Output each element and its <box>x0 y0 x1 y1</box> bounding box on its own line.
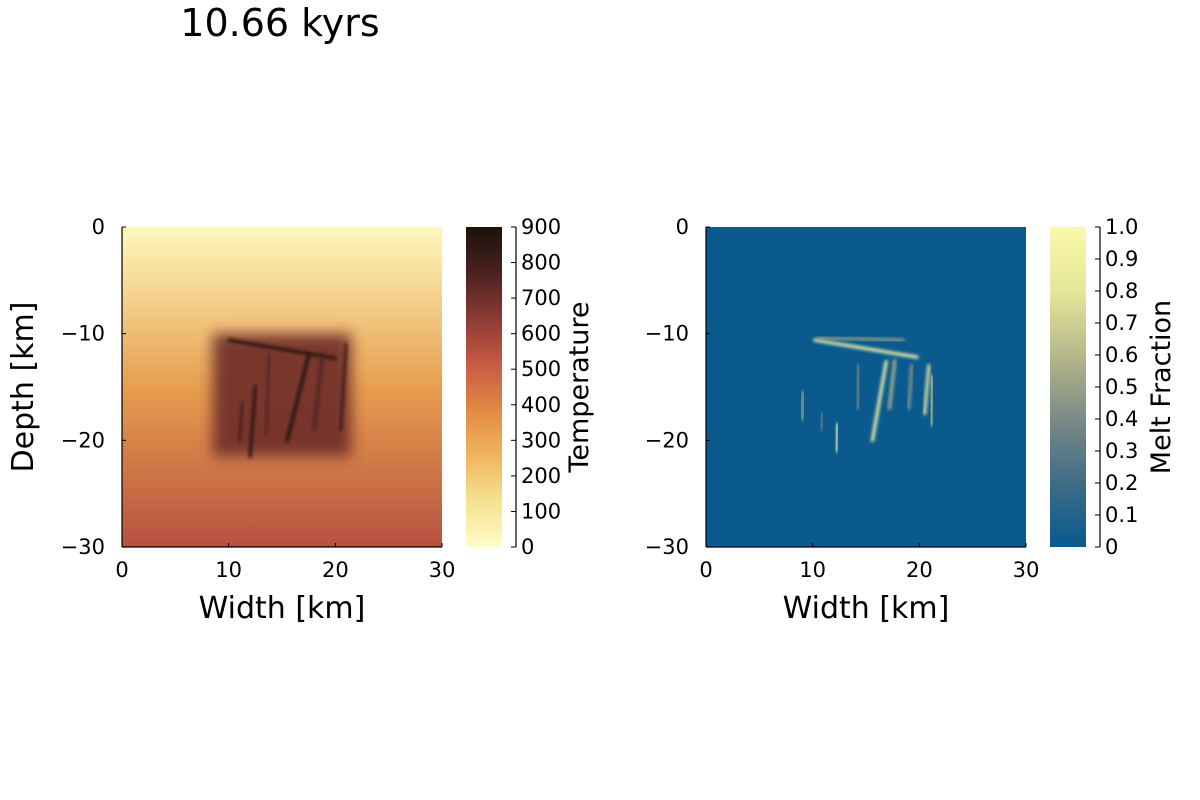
colorbar <box>466 227 502 547</box>
colorbar-tick-label: 500 <box>521 357 561 381</box>
colorbar-label: Melt Fraction <box>1146 300 1177 474</box>
colorbar-tick-label: 0 <box>1105 535 1118 559</box>
x-tick-label: 10 <box>799 558 826 582</box>
colorbar-tick-label: 0.8 <box>1105 279 1138 303</box>
colorbar-tick-label: 1.0 <box>1105 215 1138 239</box>
dike-4 <box>237 401 245 442</box>
colorbar-tick-label: 0.3 <box>1105 439 1138 463</box>
melt-background <box>706 227 1026 547</box>
melt-streak-3 <box>887 358 897 410</box>
heatmap-field <box>122 227 442 547</box>
dike-6 <box>312 353 325 432</box>
dike-5 <box>339 342 348 432</box>
melt-streak-0 <box>813 338 919 359</box>
x-axis-label: Width [km] <box>783 591 950 626</box>
y-tick-label: −10 <box>645 322 689 346</box>
y-tick-label: −30 <box>645 535 689 559</box>
y-tick-label: −10 <box>61 322 105 346</box>
heatmap-field <box>706 227 1026 547</box>
colorbar-tick-label: 300 <box>521 428 561 452</box>
colorbar-tick-label: 0.5 <box>1105 375 1138 399</box>
colorbar-tick-label: 0.9 <box>1105 247 1138 271</box>
melt-fraction-panel: 0 10 20 30 0 −10 −20 −30 Width [km] 0 0.1 0.2 0.3 0.4… <box>645 215 1177 626</box>
colorbar-tick-label: 0.1 <box>1105 503 1138 527</box>
colorbar-tick-label: 700 <box>521 286 561 310</box>
colorbar-tick-label: 900 <box>521 215 561 239</box>
y-tick-label: 0 <box>676 215 689 239</box>
melt-streak-1 <box>816 336 905 342</box>
dike-1 <box>227 338 337 360</box>
colorbar-tick-label: 400 <box>521 393 561 417</box>
colorbar-tick-label: 100 <box>521 499 561 523</box>
colorbar-tick-label: 0 <box>521 535 534 559</box>
dike-7 <box>264 353 271 437</box>
melt-streak-9 <box>819 412 824 432</box>
x-tick-label: 0 <box>699 558 712 582</box>
melt-streak-5 <box>800 390 805 421</box>
y-tick-label: −20 <box>645 428 689 452</box>
x-tick-label: 20 <box>906 558 933 582</box>
x-tick-label: 30 <box>429 558 456 582</box>
x-tick-label: 0 <box>115 558 128 582</box>
x-tick-label: 10 <box>215 558 242 582</box>
colorbar-tick-label: 0.4 <box>1105 407 1138 431</box>
dike-3 <box>248 385 257 458</box>
x-tick-label: 20 <box>322 558 349 582</box>
colorbar-tick-label: 0.7 <box>1105 311 1138 335</box>
melt-streak-10 <box>855 364 861 410</box>
melt-streak-4 <box>834 422 839 453</box>
colorbar-label: Temperature <box>564 301 595 473</box>
figure-title: 10.66 kyrs <box>180 1 379 45</box>
x-tick-label: 30 <box>1013 558 1040 582</box>
colorbar-tick-label: 0.6 <box>1105 343 1138 367</box>
y-axis-label: Depth [km] <box>6 302 41 473</box>
melt-streak-2 <box>870 359 888 442</box>
y-tick-label: 0 <box>92 215 105 239</box>
colorbar-tick-label: 600 <box>521 322 561 346</box>
colorbar <box>1050 227 1086 547</box>
dike-2 <box>285 353 311 442</box>
y-tick-label: −30 <box>61 535 105 559</box>
melt-streak-7 <box>929 374 934 426</box>
hot-region <box>212 333 352 457</box>
melt-streak-8 <box>907 364 914 410</box>
colorbar-tick-label: 0.2 <box>1105 471 1138 495</box>
y-tick-label: −20 <box>61 428 105 452</box>
x-axis-label: Width [km] <box>199 591 366 626</box>
colorbar-tick-label: 200 <box>521 464 561 488</box>
colorbar-tick-label: 800 <box>521 251 561 275</box>
melt-streak-6 <box>923 364 931 416</box>
